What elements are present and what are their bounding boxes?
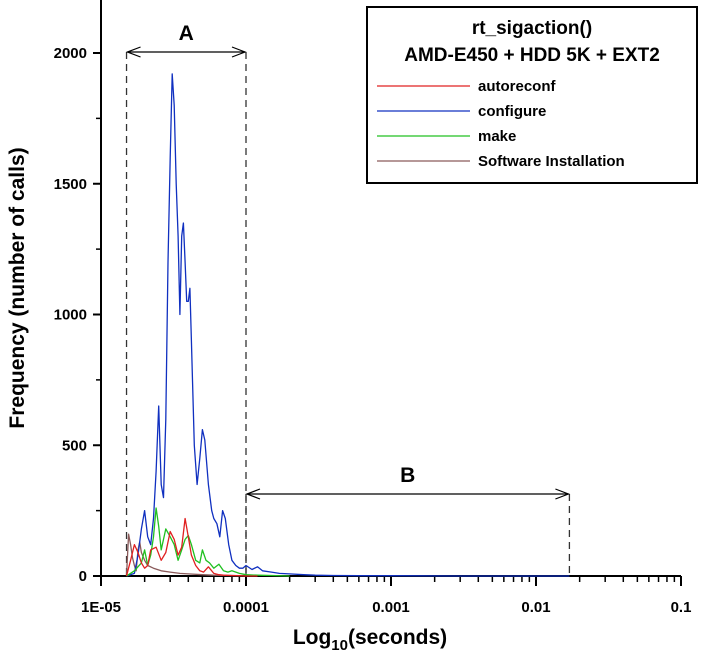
x-tick-label: 1E-05: [81, 599, 121, 616]
region-label: A: [179, 22, 194, 45]
x-tick-label: 0.01: [521, 599, 550, 616]
legend-label: autoreconf: [478, 78, 557, 95]
x-tick-label: 0.1: [671, 599, 692, 616]
x-axis-title-subscript: 10: [331, 637, 348, 654]
x-axis-title: Log10(seconds): [293, 626, 447, 654]
region-label: B: [400, 464, 415, 487]
x-tick-labels: 1E-05 0.0001 0.001 0.01 0.1: [81, 599, 691, 616]
legend-label: Software Installation: [478, 153, 625, 170]
y-axis-title: Frequency (number of calls): [6, 147, 29, 428]
series-line-autoreconf: [125, 517, 258, 577]
region-arrowhead-left: [245, 488, 261, 500]
y-tick-label: 500: [62, 437, 87, 454]
y-tick-label: 1500: [54, 176, 87, 193]
tick-marks: [93, 52, 682, 586]
series-lines: [125, 73, 570, 577]
y-tick-label: 1000: [54, 307, 87, 324]
x-tick-label: 0.001: [372, 599, 410, 616]
series-line-configure: [126, 73, 570, 577]
legend-title-line-2: AMD-E450 + HDD 5K + EXT2: [404, 45, 660, 66]
series-line-make: [126, 507, 290, 577]
legend-box: [366, 6, 698, 184]
y-tick-label: 0: [79, 568, 87, 585]
x-axis-title-main: Log: [293, 626, 331, 649]
legend-entries: autoreconf configure make Software Installa…: [377, 78, 625, 170]
region-arrowhead-right: [231, 46, 247, 58]
y-tick-label: 2000: [54, 45, 87, 62]
y-tick-labels: 0 500 1000 1500 2000: [54, 45, 87, 585]
region-arrowhead-left: [125, 46, 141, 58]
x-tick-label: 0.0001: [223, 599, 269, 616]
region-arrowhead-right: [555, 488, 571, 500]
legend-label: make: [478, 128, 516, 145]
legend: rt_sigaction() AMD-E450 + HDD 5K + EXT2 …: [366, 6, 698, 184]
legend-title-line-1: rt_sigaction(): [472, 18, 592, 39]
legend-label: configure: [478, 103, 546, 120]
x-axis-title-suffix: (seconds): [348, 626, 447, 649]
series-line-software-installation: [125, 533, 247, 577]
region-annotations: AB: [125, 22, 571, 576]
